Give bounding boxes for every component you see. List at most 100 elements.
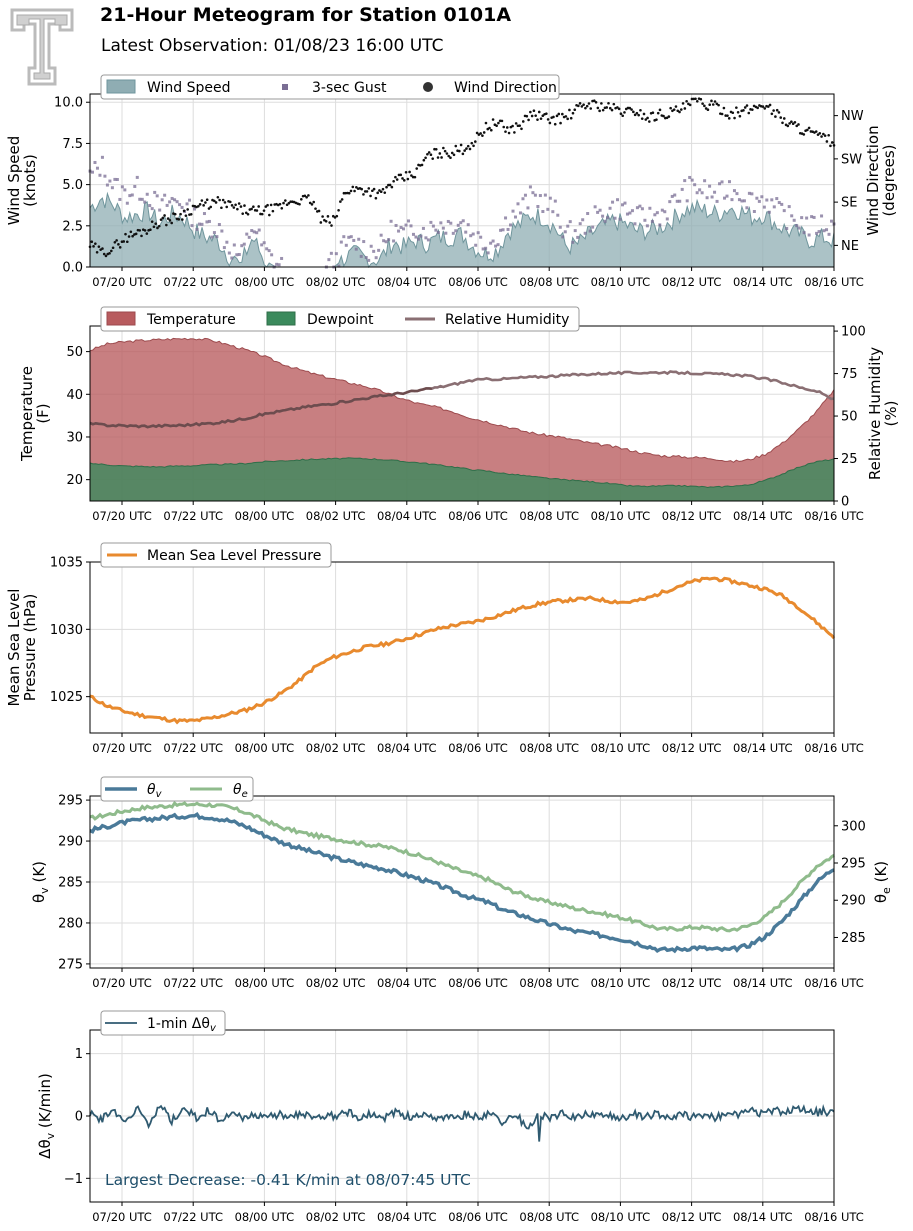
gust-marker [133,184,137,188]
gust-marker [732,189,736,193]
wind-direction-marker [458,149,461,153]
panel-theta: 07/20 UTC 07/22 UTC 08/00 UTC 08/02 UTC 08/0… [30,776,893,990]
gust-marker [280,256,284,260]
gust-marker [675,199,679,203]
wind-direction-marker [335,214,339,218]
plot-frame [89,561,835,734]
wind-direction-marker [683,107,687,110]
legend-box [100,74,560,100]
gust-marker [93,160,97,164]
wind-direction-marker [484,121,488,125]
wind-direction-marker [207,207,211,210]
gust-marker [827,232,831,236]
gust-marker [755,196,759,200]
x-tick-label: 08/02 UTC [306,275,366,289]
wind-direction-marker [406,177,410,181]
gust-marker [735,192,739,196]
gust-marker [148,204,152,208]
x-tick-label: 08/08 UTC [519,1210,579,1224]
gust-marker [402,227,406,231]
wind-direction-marker [706,108,710,112]
wind-direction-marker [442,146,445,150]
wind-direction-marker [182,209,186,213]
wind-direction-marker [644,118,648,121]
gust-marker [730,198,734,202]
gust-marker [389,219,393,223]
wind-direction-marker [399,173,403,177]
wind-direction-marker [310,203,314,206]
wind-direction-marker [110,249,113,253]
wind-direction-marker [601,108,605,112]
gust-marker [327,258,331,262]
gust-marker [193,207,197,211]
dtheta-line [89,1104,835,1142]
gust-marker [563,230,567,234]
wind-direction-marker [339,200,342,203]
gust-marker [630,209,634,213]
x-tick-label: 08/12 UTC [662,976,722,990]
gust-marker [270,253,274,257]
gust-marker [466,223,470,227]
wind-direction-marker [703,104,706,108]
gust-marker [660,208,664,212]
gust-marker [598,208,602,212]
wind-direction-marker [656,111,660,115]
wind-direction-marker [708,103,712,107]
y-tick-label: 285 [58,876,83,891]
gust-marker [421,226,425,230]
gust-marker [523,193,527,197]
wind-direction-marker [628,106,632,110]
wind-direction-marker [173,212,177,216]
wind-direction-marker [463,149,466,152]
wind-direction-marker [314,207,317,210]
y-tick-label-right: 295 [841,857,866,872]
wind-direction-marker [555,114,559,118]
gust-marker [120,185,124,189]
wind-direction-marker [621,114,624,118]
wind-direction-marker [552,115,555,119]
wind-direction-marker [674,105,678,108]
gust-marker [352,238,356,242]
wind-direction-marker [317,209,321,213]
gust-marker [489,241,493,245]
wind-direction-marker [637,113,640,117]
x-tick-label: 08/10 UTC [591,1210,651,1224]
gust-marker [471,232,475,236]
gust-marker [576,235,580,239]
gust-marker [347,235,351,239]
gust-marker [509,223,513,227]
y-axis-label: Temperature(F) [18,366,52,462]
wind-direction-marker [767,105,770,108]
wind-direction-marker [305,195,308,199]
legend-box [100,542,332,568]
y-tick-label: 290 [58,835,83,850]
wind-direction-marker [415,167,419,170]
y-axis-label: Mean Sea LevelPressure (hPa) [5,589,39,707]
legend-label: Mean Sea Level Pressure [147,548,321,564]
gust-marker [725,194,729,198]
wind-direction-marker [280,206,284,210]
x-tick-label: 08/06 UTC [448,509,508,523]
gust-marker [135,175,139,179]
y-tick-label: 280 [58,916,83,931]
gust-marker [424,236,428,240]
wind-direction-marker [140,234,143,238]
gust-marker [742,199,746,203]
wind-direction-marker [768,103,772,107]
gust-marker [190,224,194,228]
gust-marker [481,247,485,251]
gust-marker [658,223,662,227]
wind-direction-marker [166,217,170,220]
wind-direction-marker [307,194,310,197]
wind-direction-marker [355,185,358,189]
wind-direction-marker [117,243,120,246]
wind-direction-marker [385,185,388,189]
wind-direction-marker [806,128,809,132]
wind-direction-marker [149,228,152,231]
gust-marker [90,170,94,174]
gust-marker [506,227,510,231]
x-tick-label: 08/02 UTC [306,1210,366,1224]
wind-direction-marker [285,203,289,207]
gust-marker [145,192,149,196]
wind-direction-marker [111,246,115,250]
